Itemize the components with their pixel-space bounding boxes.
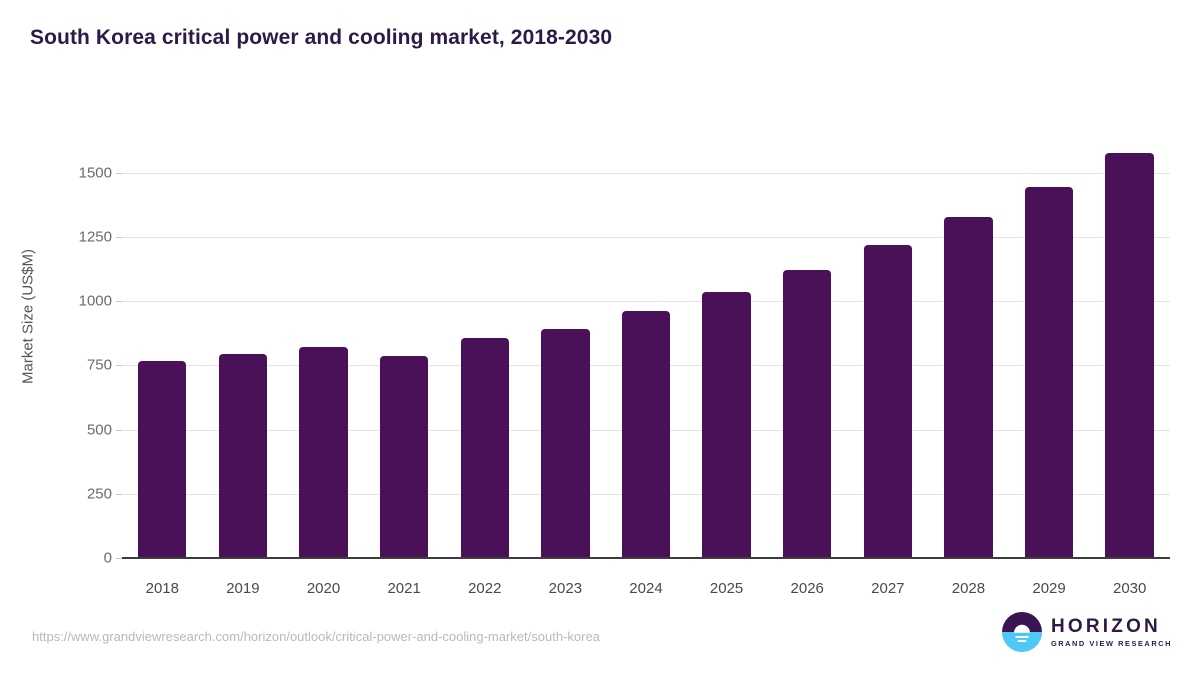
bar[interactable]: [621, 311, 671, 558]
bar-slot: [1089, 134, 1170, 558]
bar-slot: [1009, 134, 1090, 558]
x-axis-tick-label: 2021: [387, 580, 421, 597]
horizon-logo[interactable]: HORIZON GRAND VIEW RESEARCH: [1001, 612, 1172, 652]
bar[interactable]: [218, 353, 268, 558]
gridline: [122, 236, 1170, 238]
bar[interactable]: [702, 291, 751, 558]
y-axis-tick-label: 1000: [78, 292, 112, 310]
x-axis-tick-label: 2022: [468, 580, 502, 597]
x-axis-tick-label: 2024: [629, 580, 663, 597]
logo-tagline: GRAND VIEW RESEARCH: [1050, 638, 1172, 648]
x-axis-tick-label: 2026: [790, 580, 824, 597]
bar[interactable]: [863, 244, 912, 558]
bar[interactable]: [138, 361, 187, 558]
y-axis-tick-mark: [116, 301, 122, 303]
horizon-sun-icon: [1001, 612, 1042, 652]
y-axis-tick-label: 500: [86, 421, 112, 438]
gridline: [122, 172, 1170, 174]
bar-series: [122, 134, 1170, 558]
x-axis-tick-label: 2028: [951, 580, 986, 597]
x-axis-tick-label: 2023: [548, 580, 583, 597]
bar-slot: [686, 134, 767, 558]
y-axis-tick-mark: [116, 493, 122, 495]
y-axis-title: Market Size (US$M): [19, 248, 37, 385]
bar[interactable]: [944, 216, 993, 558]
bar-slot: [364, 134, 445, 558]
y-axis-tick-mark: [116, 558, 122, 559]
bar-slot: [928, 134, 1009, 558]
bar-slot: [203, 134, 284, 558]
x-axis-tick-label: 2018: [145, 580, 179, 597]
logo-text: HORIZON GRAND VIEW RESEARCH: [1051, 617, 1172, 647]
x-axis-line: [122, 557, 1170, 559]
bar[interactable]: [379, 356, 429, 558]
y-axis-tick-label: 750: [86, 356, 112, 374]
bar[interactable]: [460, 337, 509, 558]
y-axis-tick-label: 0: [103, 549, 112, 567]
source-url[interactable]: https://www.grandviewresearch.com/horizo…: [32, 629, 600, 644]
y-axis-tick-label: 1500: [78, 164, 112, 182]
x-axis-tick-label: 2027: [871, 580, 905, 597]
plot-region: 0 250 500 750 1000 1250 1500 2018 2019 2020 2021 2…: [79, 134, 1170, 597]
y-axis-tick-mark: [116, 172, 122, 174]
bar-slot: [525, 134, 606, 558]
bar[interactable]: [299, 346, 348, 558]
x-axis-tick-label: 2019: [226, 580, 260, 597]
logo-wordmark: HORIZON: [1050, 615, 1161, 637]
bar-slot: [767, 134, 848, 558]
x-axis-tick-label: 2020: [306, 580, 341, 597]
bar-slot: [283, 134, 364, 558]
x-axis-tick-label: 2029: [1032, 580, 1066, 597]
bar[interactable]: [783, 269, 832, 558]
gridline: [122, 301, 1170, 303]
y-axis-tick-label: 250: [86, 485, 112, 503]
y-axis-tick-mark: [116, 429, 122, 431]
bar-slot: [606, 134, 687, 558]
bar[interactable]: [541, 328, 590, 558]
bar-slot: [444, 134, 525, 558]
y-axis-tick-mark: [116, 236, 122, 238]
x-axis-tick-label: 2025: [709, 580, 744, 597]
page-title: South Korea critical power and cooling m…: [30, 26, 613, 49]
y-axis-tick-label: 1250: [78, 228, 112, 246]
bar-slot: [848, 134, 929, 558]
bar[interactable]: [1024, 186, 1074, 558]
x-axis-tick-label: 2030: [1112, 580, 1147, 597]
bar-slot: [122, 134, 203, 558]
y-axis-tick-mark: [116, 365, 122, 367]
bar[interactable]: [1105, 153, 1154, 558]
